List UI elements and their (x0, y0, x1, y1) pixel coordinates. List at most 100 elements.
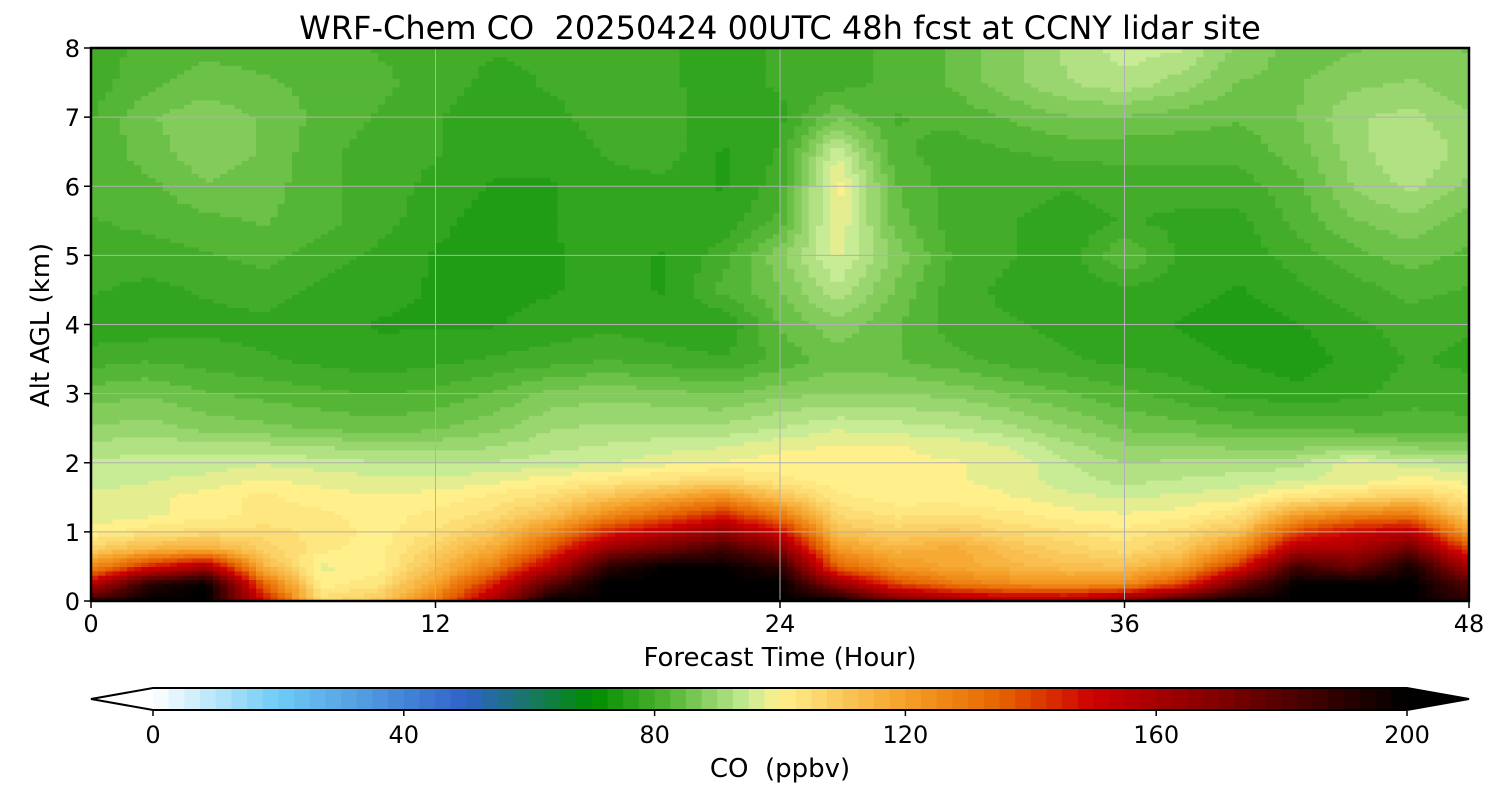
heat-cell (277, 354, 487, 360)
heat-cell (1102, 562, 1126, 568)
heat-cell (1440, 588, 1456, 593)
heat-cell (421, 549, 437, 555)
heat-cell (306, 575, 315, 580)
heat-cell (521, 380, 788, 386)
x-tick-label: 0 (83, 610, 98, 638)
heat-cell (815, 510, 824, 516)
heat-cell (823, 570, 831, 576)
heat-cell (794, 510, 803, 516)
heat-cell (880, 156, 889, 161)
heat-cell (801, 393, 932, 399)
heat-cell (758, 242, 781, 248)
heat-cell (858, 540, 882, 546)
heat-cell (751, 557, 760, 563)
heat-cell (112, 579, 121, 585)
heat-cell (564, 549, 573, 555)
heat-cell (980, 60, 1025, 66)
heat-cell (234, 583, 243, 589)
heat-cell (823, 328, 860, 334)
colorbar-swatch (983, 688, 1000, 710)
heat-cell (1433, 168, 1469, 174)
heat-cell (1411, 540, 1420, 546)
heat-cell (91, 307, 250, 313)
heat-cell (650, 281, 666, 287)
heat-cell (543, 86, 688, 92)
heat-cell (636, 557, 652, 563)
heat-cell (435, 588, 444, 593)
heat-cell (1382, 562, 1391, 568)
heat-cell (1268, 583, 1276, 589)
heat-cell (1074, 441, 1126, 447)
heat-cell (557, 501, 573, 507)
heat-cell (213, 549, 228, 555)
heat-cell (866, 588, 874, 593)
heat-cell (91, 432, 272, 438)
heat-cell (1447, 540, 1456, 546)
heat-cell (320, 562, 329, 568)
heat-cell (528, 302, 709, 308)
heat-cell (521, 536, 530, 542)
heat-cell (1425, 510, 1434, 516)
heat-cell (823, 307, 853, 313)
heat-cell (916, 229, 946, 235)
heat-cell (507, 588, 516, 593)
heat-cell (1224, 570, 1233, 576)
heat-cell (1411, 553, 1420, 559)
heat-cell (320, 384, 437, 390)
heat-cell (866, 207, 882, 213)
heat-cell (873, 544, 939, 550)
heat-cell (1289, 501, 1319, 507)
heat-cell (349, 410, 408, 416)
heat-cell (1375, 389, 1469, 395)
heat-cell (457, 553, 465, 559)
heat-cell (1246, 583, 1255, 589)
x-axis: 0 12 24 36 48 (83, 601, 1484, 638)
heat-cell (916, 501, 961, 507)
heat-cell (787, 294, 810, 300)
heat-cell (263, 553, 272, 559)
heat-cell (1002, 432, 1047, 438)
heat-cell (600, 540, 609, 546)
heat-cell (744, 553, 752, 559)
heat-cell (1354, 531, 1377, 537)
heat-cell (299, 130, 358, 136)
heat-cell (830, 186, 839, 192)
heat-cell (607, 557, 623, 563)
heat-cell (1260, 570, 1269, 576)
heat-cell (1059, 190, 1075, 196)
heat-cell (564, 492, 587, 498)
heat-cell (126, 156, 178, 161)
heat-cell (1067, 346, 1212, 352)
heat-cell (1411, 566, 1420, 572)
heat-cell (1303, 125, 1334, 131)
heat-cell (787, 333, 824, 339)
heat-cell (91, 281, 121, 287)
heat-cell (492, 523, 508, 529)
heat-cell (126, 48, 372, 53)
heat-cell (270, 575, 279, 580)
heat-cell (701, 540, 716, 546)
heat-cell (1167, 372, 1276, 377)
heat-cell (823, 583, 831, 589)
heat-cell (335, 445, 487, 451)
heat-cell (1461, 246, 1469, 252)
heat-cell (1239, 583, 1248, 589)
heat-cell (1447, 536, 1456, 542)
heat-cell (449, 579, 458, 585)
heat-cell (105, 592, 114, 598)
heat-cell (1447, 523, 1456, 529)
heat-cell (550, 527, 559, 533)
heat-cell (780, 492, 795, 498)
heat-cell (794, 307, 824, 313)
y-tick-label: 0 (65, 588, 80, 616)
heat-cell (198, 570, 207, 576)
heat-cell (557, 203, 752, 209)
heat-cell (1174, 566, 1183, 572)
heat-cell (428, 592, 437, 598)
heat-cell (1418, 540, 1427, 546)
heat-cell (780, 497, 795, 503)
heat-cell (571, 497, 594, 503)
heat-cell (622, 566, 645, 572)
heat-cell (1311, 73, 1469, 79)
colorbar-ticks: 0 40 80 120 160 200 (145, 710, 1430, 749)
